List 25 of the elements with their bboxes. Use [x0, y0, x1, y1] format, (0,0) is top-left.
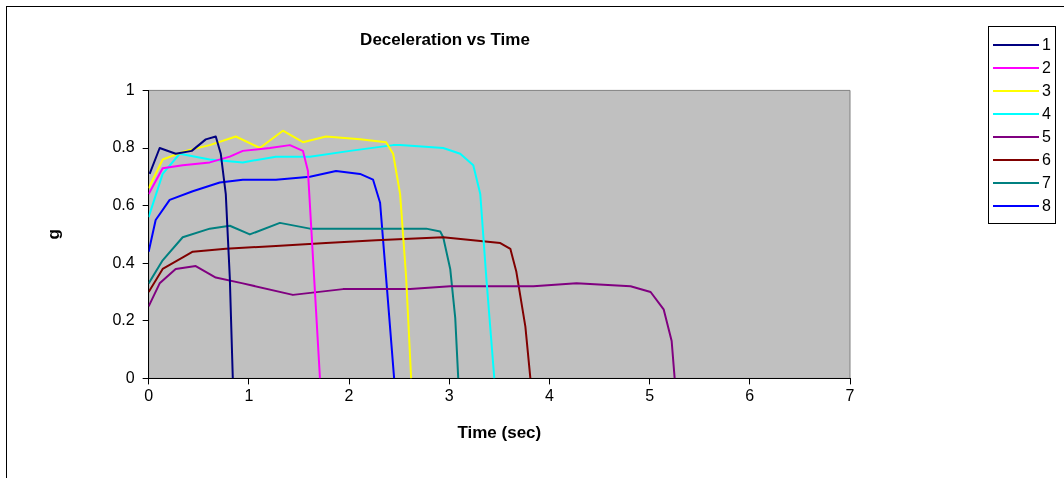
x-tick-label: 3: [444, 387, 454, 405]
x-tick-label: 4: [544, 387, 554, 405]
y-tick-label: 0.2: [112, 311, 135, 329]
x-tick-label: 0: [144, 387, 154, 405]
x-tick-label: 6: [745, 387, 755, 405]
y-tick-label: 0.8: [112, 138, 135, 156]
legend-label: 7: [1042, 173, 1051, 192]
legend-label: 8: [1042, 196, 1051, 215]
chart-title: Deceleration vs Time: [360, 29, 530, 49]
legend-label: 5: [1042, 127, 1051, 146]
y-tick-label: 0: [125, 368, 135, 386]
legend-label: 4: [1042, 104, 1051, 123]
y-tick-label: 0.6: [112, 196, 135, 214]
x-tick-label: 2: [344, 387, 354, 405]
y-tick-label: 1: [125, 80, 135, 98]
legend-label: 2: [1042, 58, 1051, 77]
legend-label: 1: [1042, 35, 1051, 54]
y-axis-title: g: [43, 229, 63, 240]
x-tick-label: 1: [244, 387, 254, 405]
x-tick-label: 5: [645, 387, 655, 405]
x-tick-label: 7: [845, 387, 855, 405]
y-tick-label: 0.4: [112, 253, 135, 271]
x-axis-title: Time (sec): [457, 423, 542, 443]
legend-label: 3: [1042, 81, 1051, 100]
legend-label: 6: [1042, 150, 1051, 169]
